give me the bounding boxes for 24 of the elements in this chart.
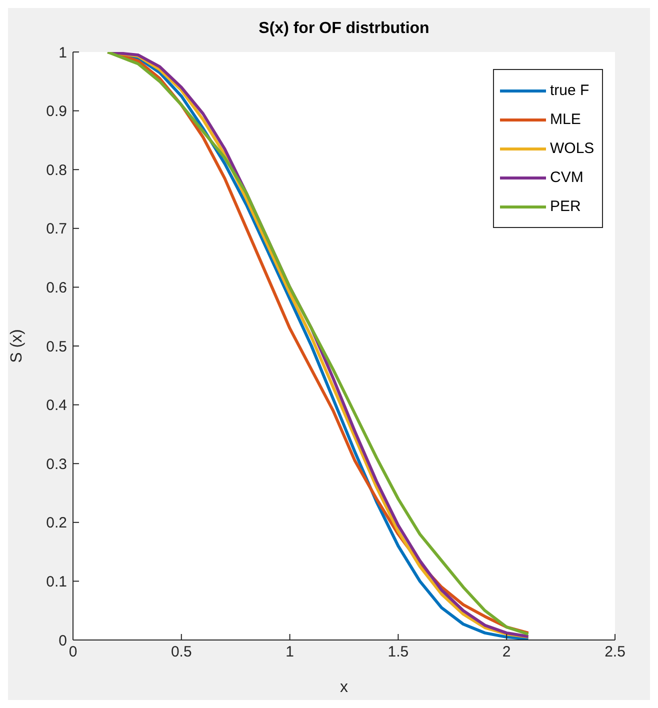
x-tick-label: 1 [286, 644, 294, 661]
y-tick-label: 0.7 [46, 220, 67, 238]
y-tick-label: 0.3 [46, 456, 67, 473]
legend-label: PER [550, 197, 581, 217]
y-tick-label: 0.8 [46, 162, 67, 179]
y-tick-label: 0.2 [46, 514, 67, 532]
x-tick-label: 2 [502, 644, 511, 661]
y-tick-label: 0.5 [46, 338, 67, 356]
y-tick-label: 0.1 [46, 574, 67, 591]
x-tick-label: 1.5 [388, 644, 409, 661]
y-axis-title: S (x) [8, 329, 26, 363]
x-tick-label: 2.5 [604, 644, 626, 661]
y-tick-label: 0.9 [46, 103, 67, 120]
x-tick-label: 0.5 [170, 644, 192, 661]
chart-title: S(x) for OF distrbution [258, 20, 430, 38]
legend-label: MLE [550, 110, 581, 130]
legend-label: CVM [550, 168, 584, 188]
legend-label: true F [550, 81, 590, 101]
y-tick-label: 0.4 [46, 397, 67, 414]
y-tick-label: 1 [58, 44, 67, 62]
y-tick-label: 0.6 [46, 280, 67, 297]
legend-label: WOLS [550, 139, 594, 159]
y-tick-label: 0 [58, 632, 67, 650]
x-axis-title: x [340, 679, 348, 696]
